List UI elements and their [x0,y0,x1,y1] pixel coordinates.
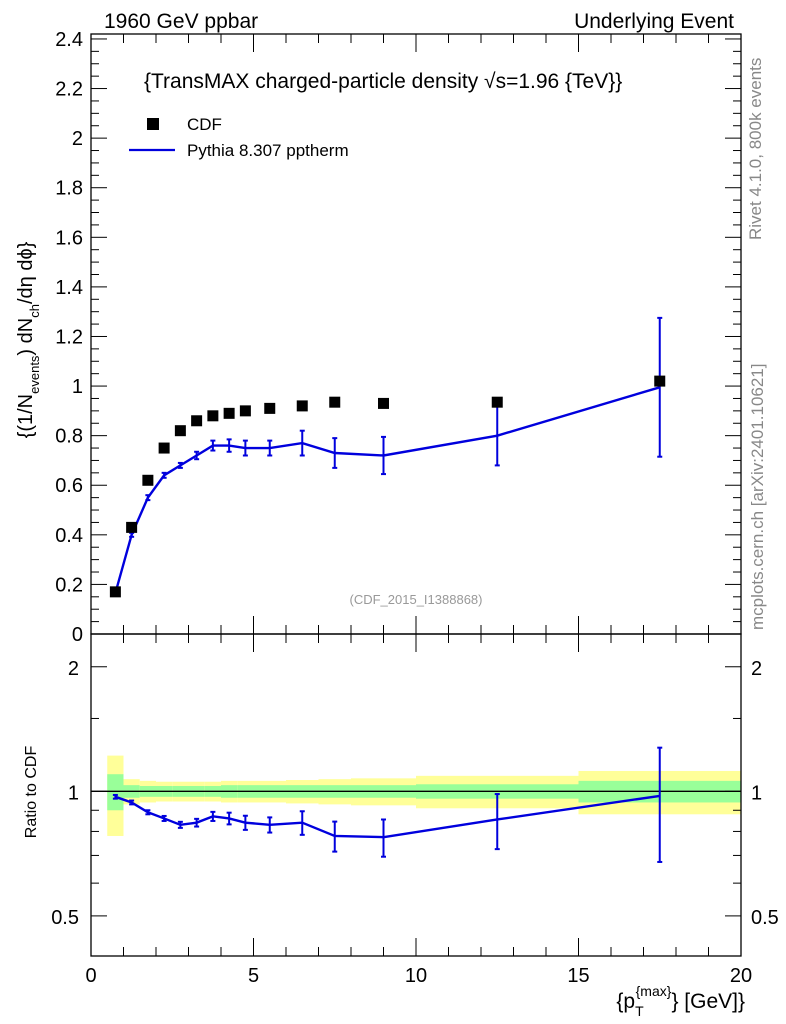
main-ytick-label-3: 0.6 [55,475,83,497]
chart-title-sqrt: √ [484,70,496,93]
x-label-a: {p [616,990,635,1013]
ratio-ylabel: Ratio to CDF [23,746,40,839]
cdf-point-10 [296,400,308,412]
main-ytick-label-1: 0.2 [55,574,83,596]
main-axes-ticks: 0 0.2 0.4 0.6 0.8 1 1.2 1.4 1.6 1.8 2 2.2 2.4 [55,29,742,646]
cdf-point-1 [126,521,138,533]
ratio-uncertainty-bands [91,755,741,836]
cdf-point-3 [158,442,170,454]
x-tick-label-1: 5 [248,965,259,987]
main-ylabel-a: {(1/N [15,394,37,438]
cdf-point-7 [223,407,235,419]
ratio-axes-ticks: 0.5 0.51 12 20 5 10 15 20 [51,634,779,987]
main-ytick-label-10: 2 [72,128,83,150]
ratio-frame [90,633,742,957]
ratio-ytick-label-right-0: 0.5 [751,907,779,929]
chart-title: {TransMAX charged-particle density √s=1.… [144,70,622,93]
cdf-point-4 [174,425,186,437]
main-series-layer [109,316,666,598]
cdf-point-6 [207,410,219,422]
header-left: 1960 GeV ppbar [104,10,258,33]
main-ytick-label-2: 0.4 [55,525,83,547]
main-ytick-label-4: 0.8 [55,426,83,448]
chart-title-suffix: s=1.96 {TeV}} [496,70,623,93]
side-label-mcplots: mcplots.cern.ch [arXiv:2401.10621] [748,364,767,630]
analysis-tag: (CDF_2015_I1388868) [350,592,483,607]
legend-cdf-label: CDF [187,115,222,134]
cdf-point-0 [109,586,121,598]
ratio-series-layer [112,746,663,863]
main-ytick-label-12: 2.4 [55,29,83,51]
band-green-0 [107,774,124,811]
ratio-ytick-label-left-0: 0.5 [51,907,79,929]
chart-title-prefix: {TransMAX charged-particle density [144,70,484,93]
x-axis-label: {pT {max}} [GeV]} [616,983,745,1019]
ratio-ytick-label-right-2: 2 [751,658,762,680]
x-tick-label-3: 15 [567,965,589,987]
x-tick-label-0: 0 [85,965,96,987]
side-label-rivet: Rivet 4.1.0, 800k events [746,58,765,240]
ratio-ytick-label-left-2: 2 [68,658,79,680]
main-ytick-label-7: 1.4 [55,277,83,299]
cdf-point-12 [378,397,389,409]
main-ylabel: {(1/Nevents) dNch/dη dϕ} [15,241,42,438]
x-tick-label-2: 10 [405,965,427,987]
main-ylabel-d: ch [27,304,42,318]
cdf-point-9 [264,402,276,414]
main-ylabel-b: events [27,355,42,394]
legend-pythia-label: Pythia 8.307 pptherm [187,141,349,160]
main-ytick-label-11: 2.2 [55,79,83,101]
x-label-sup: {max} [636,983,672,999]
cdf-point-5 [191,415,203,427]
main-ytick-label-5: 1 [72,376,83,398]
main-ytick-label-8: 1.6 [55,227,83,249]
x-label-d: } [GeV]} [671,990,745,1013]
cdf-point-8 [239,405,251,417]
cdf-point-11 [329,396,341,408]
header-right: Underlying Event [574,10,734,33]
x-tick-label-4: 20 [730,965,752,987]
main-ylabel-e: /dη dϕ} [15,241,37,304]
main-ytick-label-6: 1.2 [55,326,83,348]
ratio-ytick-label-right-1: 1 [751,782,762,804]
cdf-point-14 [654,375,666,387]
legend-cdf-marker [147,118,159,130]
main-ylabel-c: ) dN [15,318,37,356]
main-ytick-label-0: 0 [72,624,83,646]
x-label-sub: T [635,1003,644,1019]
ratio-ytick-label-left-1: 1 [68,782,79,804]
cdf-point-2 [142,474,154,486]
main-ytick-label-9: 1.8 [55,178,83,200]
cdf-point-13 [491,396,503,408]
